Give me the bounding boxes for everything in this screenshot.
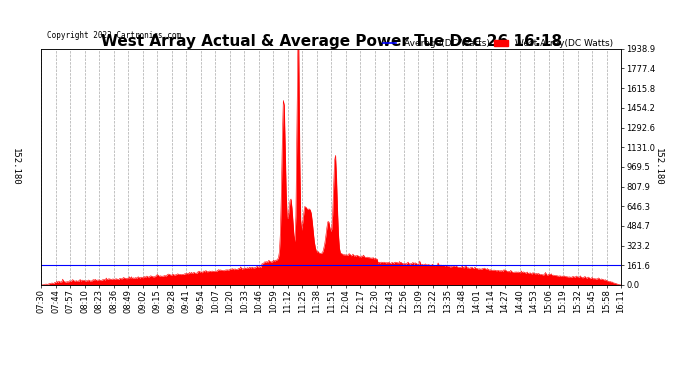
Title: West Array Actual & Average Power Tue Dec 26 16:18: West Array Actual & Average Power Tue De… bbox=[101, 34, 562, 49]
Legend: Average(DC Watts), West Array(DC Watts): Average(DC Watts), West Array(DC Watts) bbox=[380, 36, 616, 52]
Text: Copyright 2023 Cartronics.com: Copyright 2023 Cartronics.com bbox=[47, 32, 181, 40]
Text: 152.180: 152.180 bbox=[11, 148, 20, 186]
Text: 152.180: 152.180 bbox=[654, 148, 663, 186]
